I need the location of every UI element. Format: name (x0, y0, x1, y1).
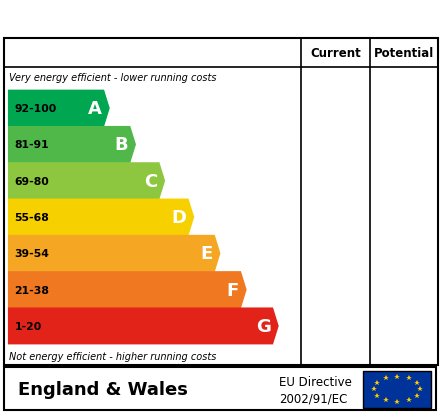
Polygon shape (8, 127, 136, 164)
Text: Not energy efficient - higher running costs: Not energy efficient - higher running co… (9, 351, 216, 361)
Text: 21-38: 21-38 (15, 285, 49, 295)
Text: 39-54: 39-54 (15, 249, 49, 259)
Text: 2002/91/EC: 2002/91/EC (279, 391, 348, 404)
Text: Very energy efficient - lower running costs: Very energy efficient - lower running co… (9, 73, 216, 83)
Text: Energy Efficiency Rating: Energy Efficiency Rating (11, 9, 318, 29)
Text: A: A (88, 100, 102, 118)
Text: C: C (144, 172, 157, 190)
Text: Potential: Potential (374, 47, 434, 59)
Text: 81-91: 81-91 (15, 140, 49, 150)
Text: D: D (171, 209, 186, 226)
Polygon shape (8, 308, 279, 344)
Text: Current: Current (310, 47, 361, 59)
Text: 92-100: 92-100 (15, 104, 57, 114)
Polygon shape (8, 163, 165, 200)
Text: E: E (200, 245, 213, 263)
Text: 55-68: 55-68 (15, 213, 49, 223)
Polygon shape (8, 199, 194, 236)
Text: G: G (256, 317, 271, 335)
Polygon shape (8, 235, 220, 272)
Text: 69-80: 69-80 (15, 176, 49, 186)
Text: F: F (227, 281, 239, 299)
Text: 1-20: 1-20 (15, 321, 42, 331)
Text: B: B (114, 136, 128, 154)
Polygon shape (8, 271, 247, 309)
Text: England & Wales: England & Wales (18, 380, 187, 398)
Text: EU Directive: EU Directive (279, 375, 352, 388)
Polygon shape (8, 90, 110, 127)
